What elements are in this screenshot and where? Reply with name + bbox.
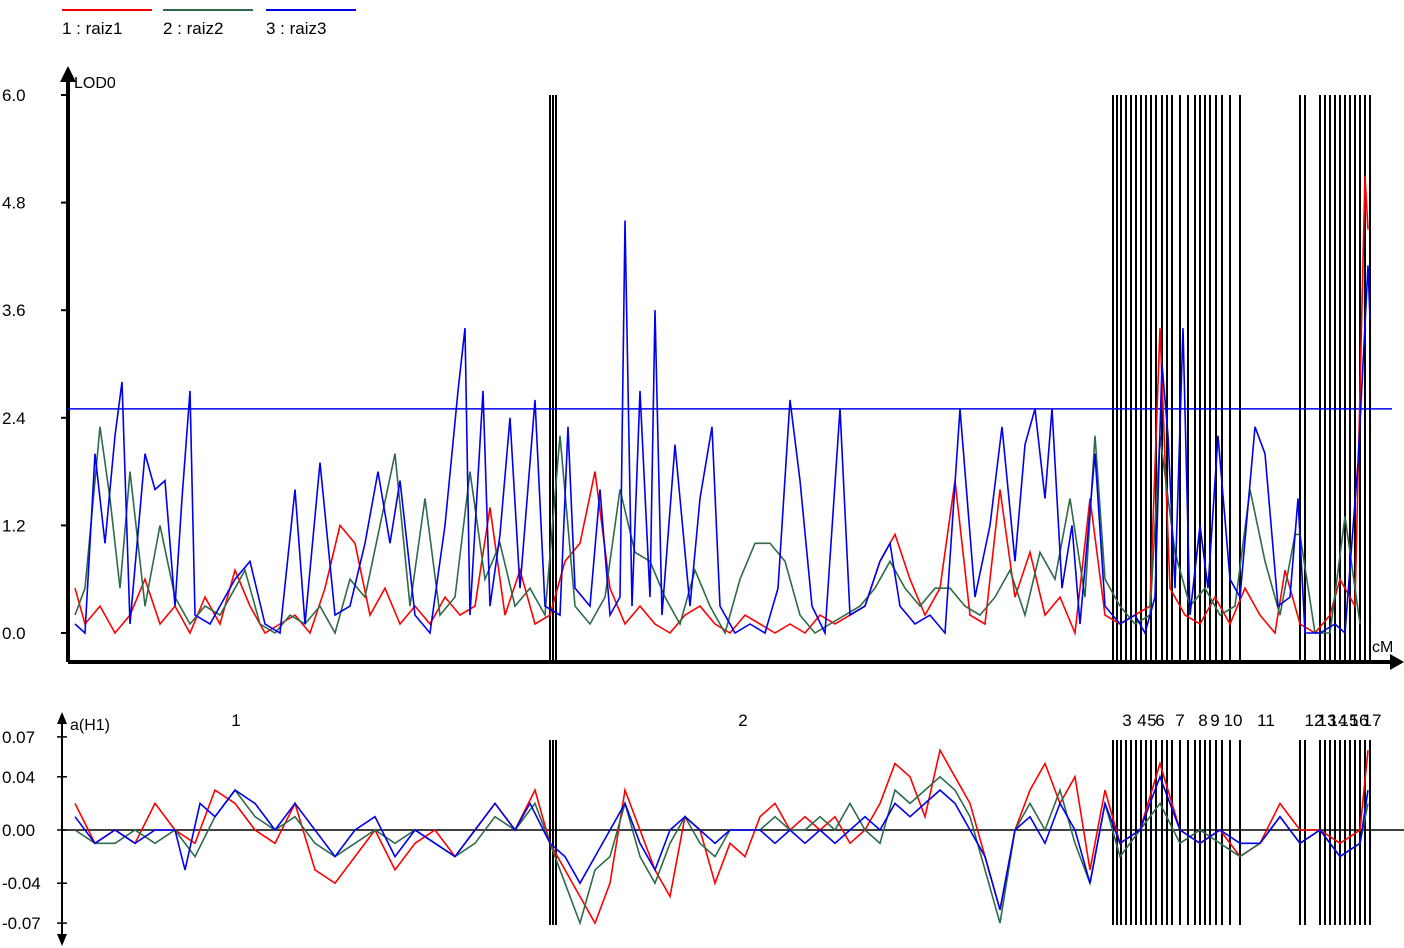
group-label-11: 11 [1257, 711, 1275, 730]
x-axis-label: cM [1372, 639, 1393, 656]
y-tick-label-1: 1.2 [2, 516, 26, 535]
effect-y-axis-down-arrow [57, 934, 67, 946]
group-label-8: 8 [1198, 711, 1207, 730]
y-axis-arrow [60, 66, 76, 82]
group-label-1: 1 [231, 711, 240, 730]
group-label-17: 17 [1363, 711, 1382, 730]
group-label-10: 10 [1224, 711, 1243, 730]
group-label-7: 7 [1175, 711, 1184, 730]
additive-effect-panel: -0.07-0.040.000.040.07a(H1) 1 2 3 4 56 7 8 9 10 11… [2, 711, 1404, 946]
effect-y-tick-label-0: -0.07 [2, 914, 41, 933]
y-tick-label-2: 2.4 [2, 409, 26, 428]
group-label-14: 14 [1329, 711, 1348, 730]
effect-y-tick-label-2: 0.00 [2, 821, 35, 840]
x-axis-arrow [1390, 654, 1404, 670]
group-label-6: 6 [1155, 711, 1164, 730]
effect-y-tick-label-4: 0.07 [2, 728, 35, 747]
group-label-15: 15 [1340, 711, 1359, 730]
effect-series-3 [74, 774, 1369, 911]
group-label-16: 16 [1350, 711, 1369, 730]
effect-series-2 [74, 775, 1369, 926]
lod-series-2 [74, 426, 1361, 636]
group-label-12: 12 [1305, 711, 1324, 730]
group-label-13: 13 [1318, 711, 1337, 730]
effect-y-tick-label-1: -0.04 [2, 874, 41, 893]
y-tick-label-5: 6.0 [2, 86, 26, 105]
effect-y-axis-label: a(H1) [70, 717, 110, 734]
y-axis-label: LOD0 [74, 75, 116, 92]
lod-series-3 [74, 220, 1371, 637]
effect-y-tick-label-3: 0.04 [2, 768, 35, 787]
y-tick-label-0: 0.0 [2, 624, 26, 643]
group-label-5: 5 [1147, 711, 1156, 730]
legend-label-3: 3 : raiz3 [266, 19, 326, 38]
y-tick-label-3: 3.6 [2, 301, 26, 320]
group-label-3: 3 [1122, 711, 1131, 730]
effect-y-axis-up-arrow [57, 712, 67, 724]
legend-label-1: 1 : raiz1 [62, 19, 122, 38]
y-tick-label-4: 4.8 [2, 194, 26, 213]
legend: 1 : raiz1 2 : raiz2 3 : raiz3 [62, 9, 356, 38]
lod-panel: 0.0 1.2 2.4 3.6 4.8 6.0 LOD0 cM [2, 66, 1404, 670]
group-label-9: 9 [1210, 711, 1219, 730]
group-label-4: 4 [1137, 711, 1146, 730]
group-label-2: 2 [738, 711, 747, 730]
legend-label-2: 2 : raiz2 [163, 19, 223, 38]
